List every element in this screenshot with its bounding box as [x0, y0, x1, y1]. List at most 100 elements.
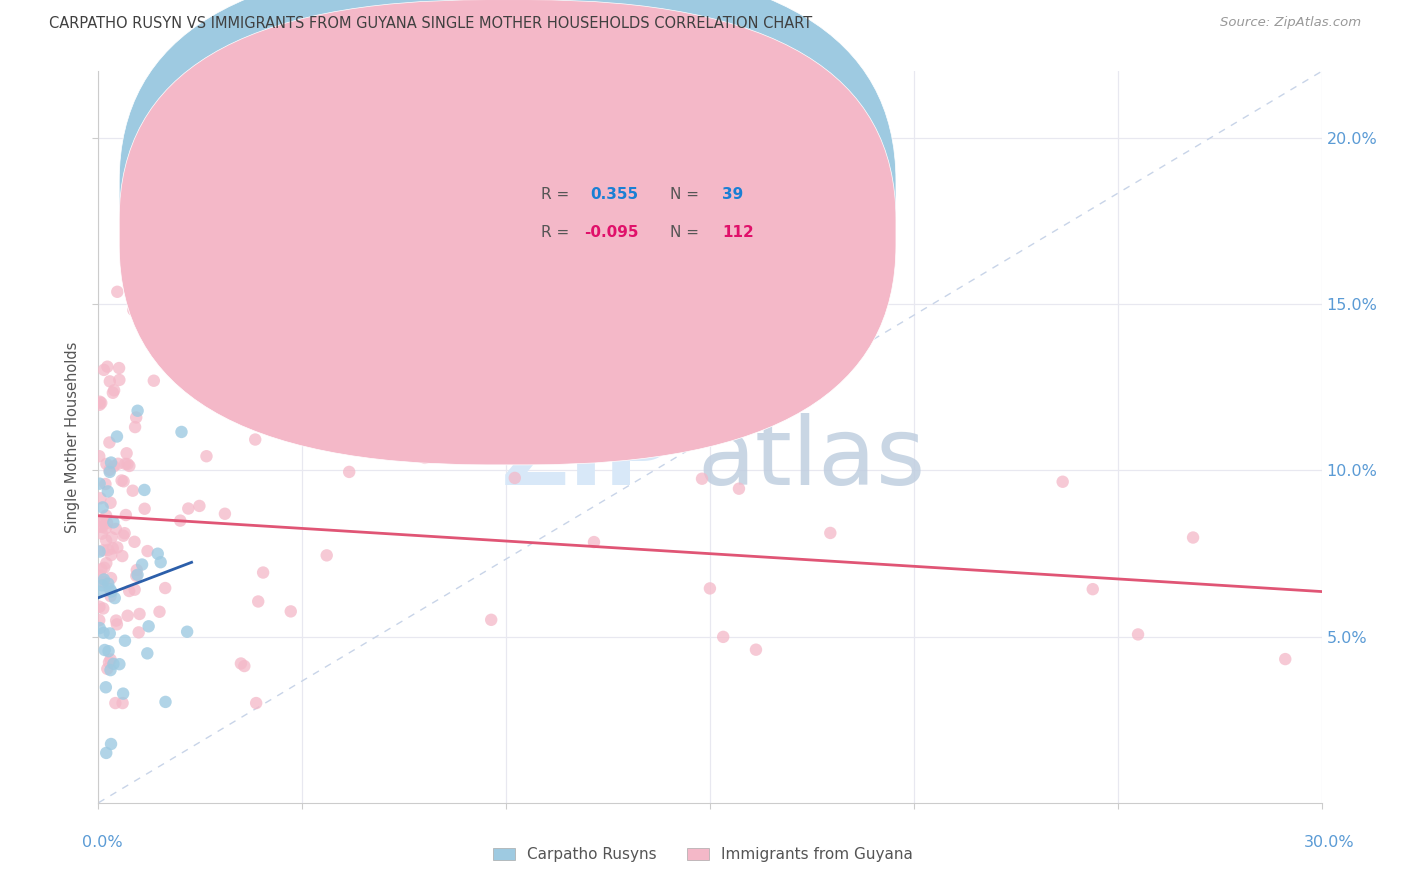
Point: [252, 566, 274, 580]
Point: [169, 514, 191, 528]
Point: [100, 584, 122, 599]
Point: [89, 621, 111, 635]
Point: [108, 373, 131, 387]
Point: [100, 663, 122, 677]
Point: [155, 581, 177, 595]
Point: [136, 544, 159, 558]
Point: [233, 659, 256, 673]
Point: [112, 687, 135, 701]
Point: [188, 499, 211, 513]
Point: [97, 542, 120, 557]
Point: [96, 662, 118, 676]
Point: [89, 394, 111, 409]
Point: [108, 361, 131, 376]
Text: 39: 39: [723, 186, 744, 202]
Point: [115, 508, 138, 522]
Point: [149, 555, 172, 569]
Point: [1274, 652, 1296, 666]
Point: [100, 652, 122, 666]
Point: [127, 403, 149, 417]
Point: [101, 385, 124, 400]
Point: [97, 484, 120, 499]
Point: [97, 576, 120, 591]
Point: [582, 535, 605, 549]
Point: [93, 643, 115, 657]
Point: [105, 541, 128, 555]
Point: [100, 737, 122, 751]
Point: [125, 563, 148, 577]
Point: [195, 449, 218, 463]
Point: [98, 582, 121, 597]
Point: [114, 526, 136, 541]
Point: [100, 571, 122, 585]
Point: [114, 457, 136, 471]
Point: [315, 549, 337, 563]
Point: [214, 507, 236, 521]
Point: [98, 626, 121, 640]
Point: [134, 483, 156, 497]
Point: [105, 617, 128, 632]
Point: [148, 605, 170, 619]
Point: [121, 483, 143, 498]
Point: [93, 574, 115, 589]
Point: [96, 516, 118, 530]
Point: [138, 619, 160, 633]
Point: [107, 457, 129, 471]
Point: [96, 556, 118, 570]
Point: [728, 482, 751, 496]
Point: [94, 477, 117, 491]
Point: [711, 630, 734, 644]
Point: [127, 567, 149, 582]
Point: [89, 520, 111, 534]
Point: [337, 465, 360, 479]
Point: [111, 549, 134, 563]
Point: [108, 657, 131, 672]
Point: [111, 696, 134, 710]
Point: [585, 431, 607, 445]
Point: [105, 285, 128, 299]
Point: [94, 680, 117, 694]
Point: [104, 591, 127, 605]
Text: N =: N =: [669, 186, 703, 202]
Point: [280, 604, 302, 618]
Legend: Carpatho Rusyns, Immigrants from Guyana: Carpatho Rusyns, Immigrants from Guyana: [488, 841, 918, 868]
Point: [125, 410, 148, 425]
Point: [247, 594, 270, 608]
Point: [96, 746, 118, 760]
Point: [170, 425, 193, 439]
Point: [89, 491, 111, 506]
Point: [89, 476, 111, 491]
Point: [745, 642, 768, 657]
Text: atlas: atlas: [697, 413, 927, 505]
Point: [128, 607, 150, 621]
Point: [89, 544, 111, 558]
Point: [155, 695, 177, 709]
Point: [100, 456, 122, 470]
Point: [245, 433, 267, 447]
Point: [100, 589, 122, 603]
Point: [93, 363, 115, 377]
Point: [89, 569, 111, 583]
Point: [103, 657, 125, 671]
Point: [124, 582, 146, 597]
Point: [91, 520, 114, 534]
Point: [89, 613, 111, 627]
Point: [112, 475, 135, 489]
Text: R =: R =: [541, 186, 574, 202]
Point: [229, 657, 252, 671]
Point: [820, 525, 842, 540]
Point: [89, 398, 111, 412]
Point: [104, 522, 127, 536]
Point: [699, 582, 721, 596]
Point: [89, 599, 111, 614]
Point: [125, 569, 148, 583]
Point: [128, 625, 150, 640]
Point: [93, 625, 115, 640]
Point: [479, 613, 502, 627]
Point: [190, 308, 212, 322]
Point: [91, 514, 114, 528]
Point: [503, 471, 526, 485]
Point: [89, 449, 111, 463]
Text: 0.355: 0.355: [591, 186, 638, 202]
Text: CARPATHO RUSYN VS IMMIGRANTS FROM GUYANA SINGLE MOTHER HOUSEHOLDS CORRELATION CH: CARPATHO RUSYN VS IMMIGRANTS FROM GUYANA…: [49, 16, 813, 31]
